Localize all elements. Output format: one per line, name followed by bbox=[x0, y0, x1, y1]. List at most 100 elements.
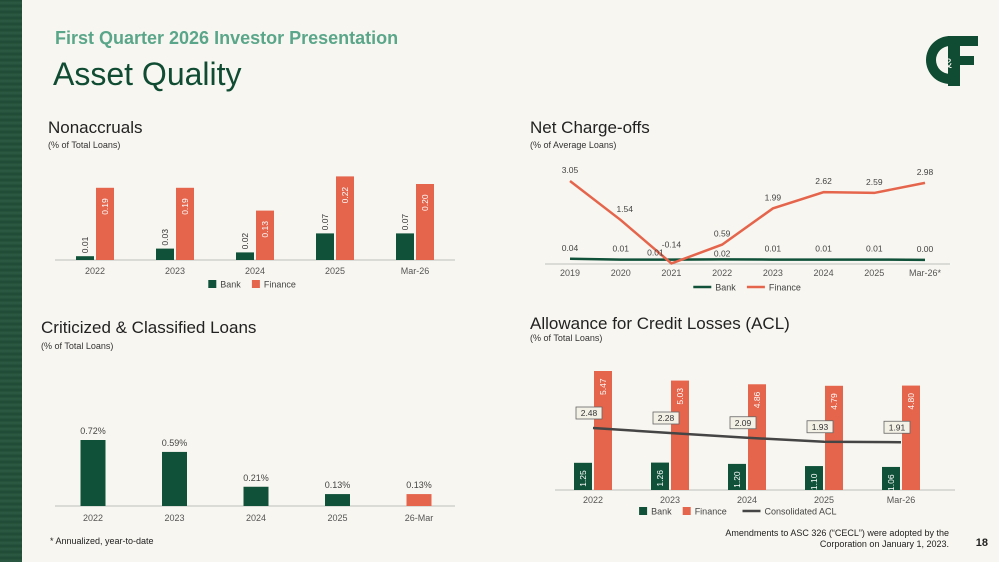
acl-label-consolidated-2: 2.09 bbox=[735, 418, 752, 428]
acl-legend-label-consolidated-acl: Consolidated ACL bbox=[765, 507, 837, 517]
nco-legend: Bank Finance bbox=[693, 283, 801, 293]
acl-label-box-consolidated-1 bbox=[652, 411, 680, 425]
criticized-label-26-mar: 0.13% bbox=[406, 480, 432, 490]
acl-chart: 1.25 5.47 2022 1.26 5.03 2023 1.20 4.86 2024 1.10… bbox=[555, 371, 955, 517]
annualized-footnote: * Annualized, year-to-date bbox=[50, 536, 154, 546]
acl-label-box-consolidated-3 bbox=[806, 420, 834, 434]
nonaccruals-legend-label-finance: Finance bbox=[264, 280, 296, 290]
acl-label-consolidated-3: 1.93 bbox=[812, 422, 829, 432]
acl-legend-label-bank: Bank bbox=[651, 507, 672, 517]
acl-legend-swatch-bank bbox=[639, 507, 648, 515]
nonaccruals-label-bank-2023: 0.03 bbox=[160, 229, 170, 246]
acl-tick-2022: 2022 bbox=[583, 495, 603, 505]
nco-label-finance-5: 2.62 bbox=[815, 176, 832, 186]
criticized-tick-2023: 2023 bbox=[164, 513, 184, 523]
nonaccruals-bar-finance-2022 bbox=[96, 187, 114, 260]
acl-label-consolidated-1: 2.28 bbox=[658, 413, 675, 423]
nonaccruals-bar-bank-2023 bbox=[156, 248, 174, 260]
nonaccruals-bar-bank-mar-26 bbox=[396, 233, 414, 260]
acl-bar-bank-2025 bbox=[805, 466, 823, 490]
criticized-label-2022: 0.72% bbox=[80, 426, 106, 436]
nco-label-bank-4: 0.01 bbox=[765, 244, 782, 254]
nco-label-bank-5: 0.01 bbox=[815, 244, 832, 254]
nco-label-finance-3: 0.59 bbox=[714, 229, 731, 239]
presentation-supertitle: First Quarter 2026 Investor Presentation bbox=[55, 28, 399, 48]
nco-label-finance-0: 3.05 bbox=[562, 165, 579, 175]
nco-label-finance-1: 1.54 bbox=[616, 204, 633, 214]
edge-texture bbox=[0, 0, 22, 562]
nco-legend-label-finance: Finance bbox=[769, 283, 801, 293]
nco-tick-2020: 2020 bbox=[611, 268, 631, 278]
criticized-tick-2022: 2022 bbox=[83, 513, 103, 523]
amendment-line-1: Amendments to ASC 326 (“CECL”) were adop… bbox=[725, 528, 949, 538]
nco-label-bank-7: 0.00 bbox=[917, 244, 934, 254]
nco-tick-2024: 2024 bbox=[814, 268, 834, 278]
nonaccruals-tick-2023: 2023 bbox=[165, 266, 185, 276]
criticized-tick-2024: 2024 bbox=[246, 513, 266, 523]
cf-logo-icon: & bbox=[926, 36, 978, 86]
nco-legend-label-bank: Bank bbox=[715, 283, 736, 293]
acl-legend: Bank Finance Consolidated ACL bbox=[639, 507, 837, 517]
nco-label-finance-7: 2.98 bbox=[917, 167, 934, 177]
nonaccruals-label-bank-2022: 0.01 bbox=[80, 236, 90, 253]
nonaccruals-bar-bank-2022 bbox=[76, 256, 94, 260]
nonaccruals-label-finance-2024: 0.13 bbox=[260, 221, 270, 238]
acl-legend-swatch-finance bbox=[682, 507, 691, 515]
nco-label-bank-2: 0.01 bbox=[647, 248, 664, 258]
nonaccruals-legend-swatch-bank bbox=[208, 280, 217, 288]
acl-title: Allowance for Credit Losses (ACL) bbox=[530, 314, 790, 333]
criticized-subtitle: (% of Total Loans) bbox=[41, 341, 114, 351]
acl-label-box-consolidated-2 bbox=[729, 416, 757, 430]
acl-label-bank-mar-26: 1.06 bbox=[886, 474, 896, 491]
acl-label-finance-2023: 5.03 bbox=[675, 388, 685, 405]
nonaccruals-tick-2022: 2022 bbox=[85, 266, 105, 276]
nonaccruals-title: Nonaccruals bbox=[48, 118, 143, 137]
acl-label-consolidated-4: 1.91 bbox=[889, 422, 906, 432]
page-number: 18 bbox=[975, 537, 988, 549]
acl-label-box-consolidated-0 bbox=[575, 406, 603, 420]
nonaccruals-bar-finance-2023 bbox=[176, 187, 194, 260]
acl-label-finance-2025: 4.79 bbox=[829, 393, 839, 410]
nco-label-bank-1: 0.01 bbox=[612, 244, 629, 254]
criticized-tick-2025: 2025 bbox=[327, 513, 347, 523]
nco-tick-2023: 2023 bbox=[763, 268, 783, 278]
nco-tick-2021: 2021 bbox=[661, 268, 681, 278]
criticized-tick-26-mar: 26-Mar bbox=[405, 513, 434, 523]
acl-bar-bank-mar-26 bbox=[882, 466, 900, 490]
criticized-bar-2022 bbox=[80, 440, 106, 506]
acl-label-finance-2022: 5.47 bbox=[598, 378, 608, 395]
criticized-label-2024: 0.21% bbox=[243, 473, 269, 483]
nco-label-bank-0: 0.04 bbox=[562, 243, 579, 253]
acl-label-box-consolidated-4 bbox=[883, 420, 911, 434]
nco-label-finance-2: -0.14 bbox=[662, 239, 682, 249]
svg-text:&: & bbox=[943, 55, 952, 71]
nonaccruals-legend-label-bank: Bank bbox=[220, 280, 241, 290]
nonaccruals-label-finance-2025: 0.22 bbox=[340, 187, 350, 204]
acl-subtitle: (% of Total Loans) bbox=[530, 333, 603, 343]
nonaccruals-label-bank-2025: 0.07 bbox=[320, 214, 330, 231]
criticized-bar-2023 bbox=[162, 451, 187, 506]
criticized-label-2023: 0.59% bbox=[162, 438, 188, 448]
nonaccruals-label-bank-mar-26: 0.07 bbox=[400, 214, 410, 231]
cecl-amendment-note: Amendments to ASC 326 (“CECL”) were adop… bbox=[725, 528, 949, 550]
acl-label-bank-2025: 1.10 bbox=[809, 473, 819, 490]
nonaccruals-bar-finance-2025 bbox=[336, 176, 354, 260]
nonaccruals-tick-mar-26: Mar-26 bbox=[401, 266, 430, 276]
nco-line-finance bbox=[569, 180, 926, 265]
nonaccruals-label-bank-2024: 0.02 bbox=[240, 233, 250, 250]
page-title: Asset Quality bbox=[53, 56, 242, 92]
criticized-title: Criticized & Classified Loans bbox=[41, 318, 257, 337]
acl-bar-bank-2022 bbox=[574, 462, 592, 490]
net-chargeoffs-chart: 2019 2020 2021 2022 2023 2024 2025 Mar-26* 0.04 0… bbox=[545, 165, 950, 293]
nonaccruals-bar-finance-mar-26 bbox=[416, 184, 434, 260]
nco-label-bank-6: 0.01 bbox=[866, 244, 883, 254]
acl-line-consolidated bbox=[592, 426, 902, 444]
nco-label-bank-3: 0.02 bbox=[714, 248, 731, 258]
net-chargeoffs-subtitle: (% of Average Loans) bbox=[530, 140, 617, 150]
acl-label-bank-2022: 1.25 bbox=[578, 470, 588, 487]
acl-label-finance-2024: 4.86 bbox=[752, 391, 762, 408]
acl-label-bank-2024: 1.20 bbox=[732, 471, 742, 488]
acl-bar-finance-mar-26 bbox=[902, 385, 920, 490]
acl-label-consolidated-0: 2.48 bbox=[581, 408, 598, 418]
nonaccruals-label-finance-2023: 0.19 bbox=[180, 198, 190, 215]
